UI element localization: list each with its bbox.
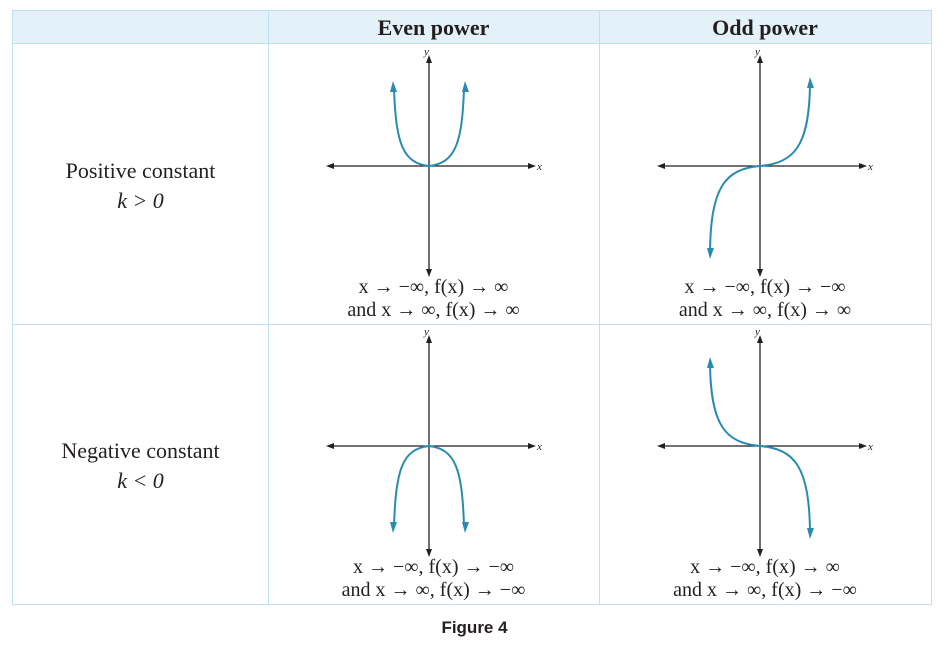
caption-even-positive: x → −∞, f(x) → ∞ and x → ∞, f(x) → ∞	[268, 276, 599, 322]
header-odd-power: Odd power	[712, 15, 818, 40]
y-axis-label: y	[423, 47, 429, 58]
arrow-icon	[426, 549, 432, 557]
arrow-icon	[326, 163, 334, 169]
arrow-icon	[757, 549, 763, 557]
y-axis-label: y	[423, 327, 429, 338]
arrow-icon	[528, 163, 536, 169]
arrow-icon	[390, 81, 397, 92]
end-behavior-line: and x → ∞, f(x) → ∞	[678, 299, 852, 321]
graph-even-positive: x y	[326, 47, 542, 277]
x-axis-label: x	[536, 161, 542, 173]
row-label-positive: Positive constant k > 0	[13, 156, 268, 216]
arrow-icon	[462, 81, 469, 92]
column-divider	[599, 11, 600, 604]
arrow-icon	[326, 443, 334, 449]
x-axis-label: x	[867, 161, 873, 173]
end-behavior-line: x → −∞, f(x) → ∞	[358, 276, 509, 298]
arrow-icon	[807, 77, 814, 88]
arrow-icon	[757, 335, 763, 343]
row-label-condition: k < 0	[117, 468, 164, 493]
arrow-icon	[657, 163, 665, 169]
arrow-icon	[807, 528, 814, 539]
end-behavior-line: x → −∞, f(x) → −∞	[352, 556, 515, 578]
arrow-icon	[707, 357, 714, 368]
curve	[709, 364, 811, 532]
graph-odd-positive: x y	[657, 47, 873, 277]
row-label-text: Negative constant	[61, 438, 220, 463]
caption-odd-negative: x → −∞, f(x) → ∞ and x → ∞, f(x) → −∞	[599, 556, 931, 602]
row-label-negative: Negative constant k < 0	[13, 436, 268, 496]
arrow-icon	[390, 522, 397, 533]
end-behavior-line: and x → ∞, f(x) → −∞	[673, 579, 857, 601]
arrow-icon	[859, 443, 867, 449]
header-even-power: Even power	[377, 15, 490, 40]
y-axis-label: y	[754, 47, 760, 58]
table-header	[13, 11, 931, 44]
row-label-text: Positive constant	[65, 158, 216, 183]
arrow-icon	[528, 443, 536, 449]
caption-even-negative: x → −∞, f(x) → −∞ and x → ∞, f(x) → −∞	[268, 556, 599, 602]
arrow-icon	[859, 163, 867, 169]
arrow-icon	[426, 335, 432, 343]
arrow-icon	[757, 55, 763, 63]
row-divider	[13, 324, 931, 325]
graph-odd-negative: x y	[657, 327, 873, 557]
y-axis-label: y	[754, 327, 760, 338]
curve	[393, 88, 465, 168]
power-function-table: Even power Odd power Positive constant k…	[12, 10, 932, 605]
arrow-icon	[426, 55, 432, 63]
x-axis-label: x	[536, 441, 542, 453]
end-behavior-line: x → −∞, f(x) → −∞	[684, 276, 846, 298]
arrow-icon	[462, 522, 469, 533]
arrow-icon	[707, 248, 714, 259]
caption-odd-positive: x → −∞, f(x) → −∞ and x → ∞, f(x) → ∞	[599, 276, 931, 322]
x-axis-label: x	[867, 441, 873, 453]
figure-caption: Figure 4	[441, 618, 508, 637]
column-divider	[268, 11, 269, 604]
arrow-icon	[426, 269, 432, 277]
graph-even-negative: x y	[326, 327, 542, 557]
end-behavior-line: and x → ∞, f(x) → −∞	[341, 579, 526, 601]
arrow-icon	[757, 269, 763, 277]
curve	[709, 84, 811, 252]
arrow-icon	[657, 443, 665, 449]
end-behavior-line: x → −∞, f(x) → ∞	[690, 556, 840, 578]
curve	[393, 444, 465, 526]
end-behavior-line: and x → ∞, f(x) → ∞	[347, 299, 520, 321]
row-label-condition: k > 0	[117, 188, 164, 213]
